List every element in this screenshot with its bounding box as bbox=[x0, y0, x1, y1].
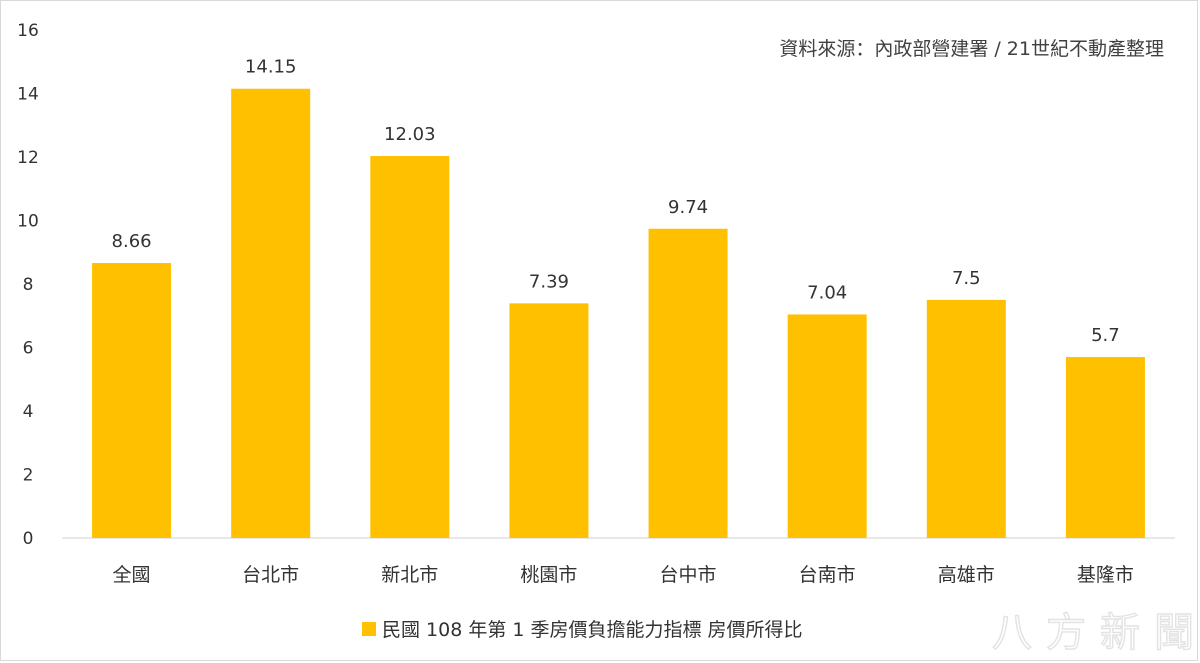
x-tick-label: 桃園市 bbox=[520, 564, 577, 586]
y-tick-label: 12 bbox=[17, 148, 39, 168]
y-tick-label: 14 bbox=[17, 85, 39, 105]
x-tick-label: 高雄市 bbox=[938, 564, 995, 586]
bar bbox=[1065, 357, 1145, 538]
data-label: 12.03 bbox=[384, 124, 436, 145]
x-axis: 全國 台北市 新北市 桃園市 台中市 台南市 高雄市 基隆市 bbox=[113, 564, 1134, 586]
y-axis: 0 2 4 6 8 10 12 14 16 bbox=[17, 21, 39, 549]
bar bbox=[231, 88, 311, 539]
data-labels: 8.66 14.15 12.03 7.39 9.74 7.04 7.5 5.7 bbox=[112, 57, 1120, 346]
x-tick-label: 新北市 bbox=[381, 564, 438, 586]
legend: 民國 108 年第 1 季房價負擔能力指標 房價所得比 bbox=[362, 619, 803, 641]
y-tick-label: 4 bbox=[23, 402, 34, 422]
data-label: 7.39 bbox=[529, 271, 569, 292]
legend-swatch bbox=[362, 622, 376, 636]
y-tick-label: 16 bbox=[17, 21, 39, 41]
y-tick-label: 10 bbox=[17, 212, 39, 232]
legend-label: 民國 108 年第 1 季房價負擔能力指標 房價所得比 bbox=[382, 619, 803, 641]
y-tick-label: 2 bbox=[23, 466, 34, 486]
bar bbox=[370, 156, 450, 539]
bar bbox=[92, 263, 172, 538]
data-label: 5.7 bbox=[1091, 325, 1120, 346]
data-label: 8.66 bbox=[112, 231, 152, 252]
x-tick-label: 基隆市 bbox=[1077, 564, 1134, 586]
x-tick-label: 台南市 bbox=[799, 564, 856, 586]
y-tick-label: 6 bbox=[23, 339, 34, 359]
watermark-logo: 八方新聞 bbox=[992, 610, 1200, 656]
x-tick-label: 台北市 bbox=[242, 564, 299, 586]
bar bbox=[509, 303, 589, 538]
bar bbox=[926, 299, 1006, 538]
y-tick-label: 0 bbox=[23, 529, 34, 549]
x-tick-label: 全國 bbox=[113, 564, 151, 586]
bars bbox=[92, 88, 1145, 539]
y-tick-label: 8 bbox=[23, 275, 34, 295]
bar bbox=[787, 314, 867, 538]
data-label: 7.5 bbox=[952, 268, 981, 289]
data-label: 7.04 bbox=[807, 282, 847, 303]
x-tick-label: 台中市 bbox=[660, 564, 717, 586]
data-label: 14.15 bbox=[245, 57, 297, 78]
data-label: 9.74 bbox=[668, 197, 708, 218]
bar bbox=[648, 228, 728, 538]
source-annotation: 資料來源：內政部營建署 / 21世紀不動產整理 bbox=[779, 38, 1164, 60]
